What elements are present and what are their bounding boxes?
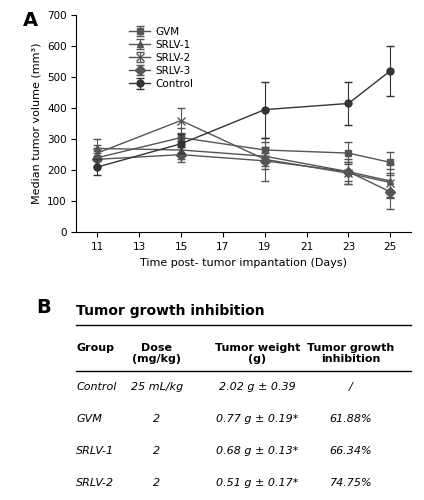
Text: Control: Control (76, 382, 117, 392)
Text: SRLV-2: SRLV-2 (76, 478, 114, 488)
Text: A: A (23, 10, 38, 29)
Text: 25 mL/kg: 25 mL/kg (131, 382, 183, 392)
Legend: GVM, SRLV-1, SRLV-2, SRLV-3, Control: GVM, SRLV-1, SRLV-2, SRLV-3, Control (125, 22, 198, 93)
X-axis label: Time post- tumor impantation (Days): Time post- tumor impantation (Days) (140, 258, 347, 268)
Text: B: B (36, 298, 51, 318)
Text: 0.51 g ± 0.17*: 0.51 g ± 0.17* (216, 478, 298, 488)
Text: 2.02 g ± 0.39: 2.02 g ± 0.39 (219, 382, 296, 392)
Text: Dose
(mg/kg): Dose (mg/kg) (132, 343, 181, 364)
Text: SRLV-1: SRLV-1 (76, 446, 114, 456)
Text: 2: 2 (153, 414, 160, 424)
Text: 66.34%: 66.34% (330, 446, 372, 456)
Text: Tumor weight
(g): Tumor weight (g) (215, 343, 300, 364)
Text: GVM: GVM (76, 414, 102, 424)
Text: Tumor growth inhibition: Tumor growth inhibition (76, 304, 265, 318)
Y-axis label: Median tumor volume (mm³): Median tumor volume (mm³) (31, 43, 42, 204)
Text: 2: 2 (153, 446, 160, 456)
Text: 0.68 g ± 0.13*: 0.68 g ± 0.13* (216, 446, 298, 456)
Text: Group: Group (76, 343, 114, 353)
Text: 74.75%: 74.75% (330, 478, 372, 488)
Text: 61.88%: 61.88% (330, 414, 372, 424)
Text: 0.77 g ± 0.19*: 0.77 g ± 0.19* (216, 414, 298, 424)
Text: Tumor growth
inhibition: Tumor growth inhibition (307, 343, 395, 364)
Text: /: / (349, 382, 353, 392)
Text: 2: 2 (153, 478, 160, 488)
